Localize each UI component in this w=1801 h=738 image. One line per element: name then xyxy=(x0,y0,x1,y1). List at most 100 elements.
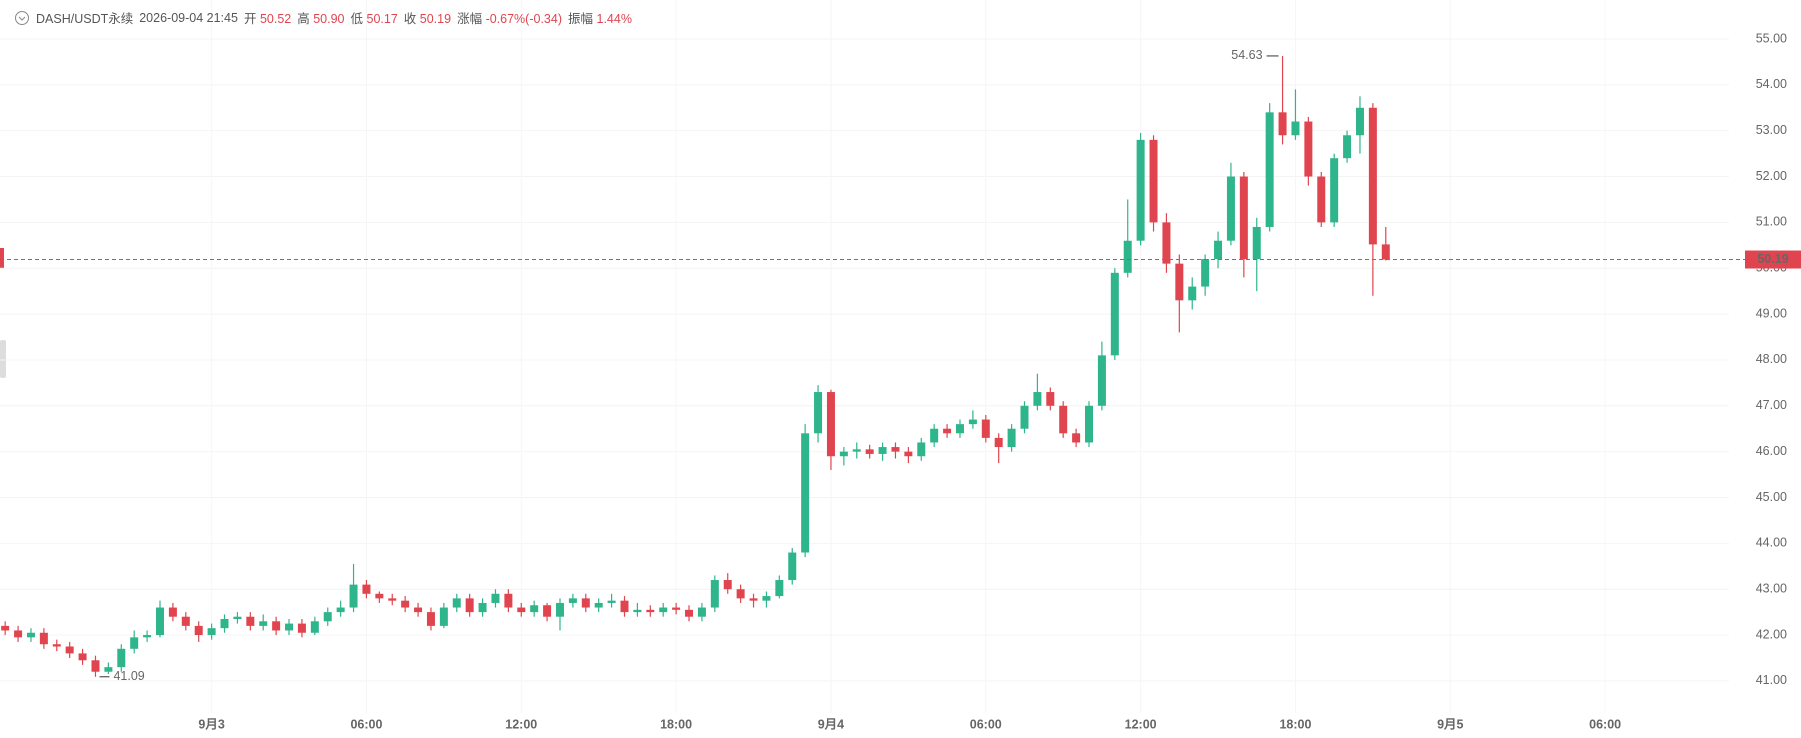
candle-body xyxy=(1059,405,1068,434)
candle-body xyxy=(852,449,861,452)
candle-body xyxy=(904,451,913,457)
field: 收 50.19 xyxy=(404,8,451,27)
x-tick-label: 9月3 xyxy=(198,717,224,731)
field-value: 50.19 xyxy=(419,12,452,26)
candle-body xyxy=(246,616,255,626)
candle-body xyxy=(659,607,668,613)
x-tick-label: 06:00 xyxy=(970,717,1002,731)
candle-body xyxy=(1,625,10,631)
candle-body xyxy=(1226,176,1235,241)
candle-body xyxy=(710,580,719,608)
candle-body xyxy=(168,607,177,617)
time: 2026-09-04 21:45 xyxy=(139,10,238,25)
y-tick-label: 41.00 xyxy=(1756,673,1787,687)
candle-body xyxy=(504,593,513,608)
field-label: 高 xyxy=(297,12,310,26)
candle-body xyxy=(91,660,100,672)
field: 开 50.52 xyxy=(244,8,291,27)
candle-body xyxy=(478,602,487,613)
candle-body xyxy=(801,433,810,553)
candle-body xyxy=(401,600,410,608)
candle-body xyxy=(52,644,61,647)
last-price-label: 50.19 xyxy=(1757,252,1788,266)
candle-body xyxy=(323,612,332,622)
candle-body xyxy=(1007,428,1016,448)
candle-body xyxy=(104,667,113,672)
candle-body xyxy=(607,600,616,603)
candle-body xyxy=(620,600,629,613)
x-tick-label: 06:00 xyxy=(1589,717,1621,731)
candle-body xyxy=(568,598,577,603)
x-tick-label: 18:00 xyxy=(1279,717,1311,731)
candle-body xyxy=(1214,240,1223,260)
side-tab[interactable] xyxy=(0,340,6,378)
field-label: 振幅 xyxy=(568,12,594,26)
field-value: -0.67%(-0.34) xyxy=(485,12,562,26)
y-tick-label: 42.00 xyxy=(1756,627,1787,641)
field-value: 50.52 xyxy=(259,12,292,26)
candle-body xyxy=(543,605,552,617)
candle-body xyxy=(917,442,926,457)
candle-body xyxy=(878,447,887,454)
field: 高 50.90 xyxy=(297,8,344,27)
collapse-icon[interactable] xyxy=(14,10,30,26)
candle-body xyxy=(1149,139,1158,223)
candle-body xyxy=(1020,405,1029,429)
candle-body xyxy=(233,616,242,620)
x-tick-label: 12:00 xyxy=(505,717,537,731)
candle-body xyxy=(723,580,732,590)
y-tick-label: 55.00 xyxy=(1756,31,1787,45)
candle-body xyxy=(1304,121,1313,177)
candle-body xyxy=(517,607,526,613)
candle-body xyxy=(14,630,23,638)
candle-body xyxy=(426,612,435,626)
candle-body xyxy=(388,598,397,601)
y-tick-label: 48.00 xyxy=(1756,352,1787,366)
candle-body xyxy=(697,607,706,617)
candle-body xyxy=(749,598,758,601)
candle-body xyxy=(1033,392,1042,406)
candle-body xyxy=(994,437,1003,448)
candle-body xyxy=(788,552,797,581)
candle-body xyxy=(39,632,48,645)
field: 涨幅 -0.67%(-0.34) xyxy=(457,8,562,27)
candle-body xyxy=(685,609,694,617)
field-label: 收 xyxy=(403,12,417,26)
y-tick-label: 51.00 xyxy=(1756,215,1787,229)
candle-body xyxy=(414,607,423,613)
candle-body xyxy=(1162,222,1171,264)
max-label: 54.63 xyxy=(1231,48,1262,62)
candle-body xyxy=(736,589,745,599)
candle-body xyxy=(117,648,126,668)
candle-body xyxy=(1175,263,1184,301)
symbol: DASH/USDT永续 xyxy=(36,12,134,26)
candle-body xyxy=(1188,286,1197,301)
candle-body xyxy=(181,616,190,626)
candle-body xyxy=(555,602,564,617)
candle-body xyxy=(530,605,539,613)
candle-body xyxy=(981,419,990,438)
candle-body xyxy=(1239,176,1248,260)
candle-body xyxy=(943,428,952,434)
candle-body xyxy=(672,607,681,610)
candle-body xyxy=(1046,392,1055,406)
candle-body xyxy=(839,451,848,457)
candle-body xyxy=(220,619,229,629)
candle-body xyxy=(1085,405,1094,443)
candle-body xyxy=(452,598,461,608)
min-label: 41.09 xyxy=(113,669,144,683)
y-tick-label: 45.00 xyxy=(1756,490,1787,504)
candle-body xyxy=(336,607,345,613)
candle-body xyxy=(130,637,139,649)
candle-body xyxy=(194,625,203,636)
field-label: 低 xyxy=(350,12,364,26)
candle-body xyxy=(362,584,371,594)
y-tick-label: 47.00 xyxy=(1756,398,1787,412)
x-tick-label: 9月5 xyxy=(1437,717,1463,731)
candle-body xyxy=(491,593,500,603)
field-value: 50.17 xyxy=(366,12,398,26)
y-tick-label: 46.00 xyxy=(1756,444,1787,458)
candle-body xyxy=(1136,139,1145,241)
candle-body xyxy=(930,428,939,443)
